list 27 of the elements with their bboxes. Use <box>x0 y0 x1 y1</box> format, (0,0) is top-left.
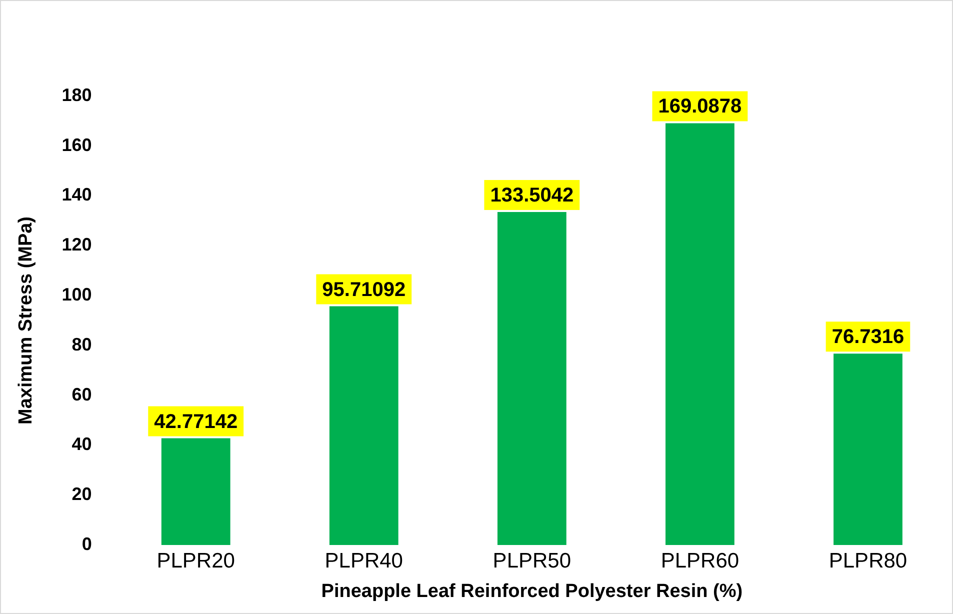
y-tick-label: 80 <box>72 334 92 354</box>
x-tick-label: PLPR50 <box>492 549 572 572</box>
y-tick-label: 160 <box>62 134 92 155</box>
x-tick-label: PLPR20 <box>156 549 235 572</box>
data-label: 42.77142 <box>154 410 238 433</box>
x-tick-label: PLPR80 <box>828 549 908 572</box>
x-tick-label: PLPR40 <box>324 549 403 572</box>
y-tick-label: 140 <box>62 184 92 205</box>
x-axis-title: Pineapple Leaf Reinforced Polyester Resin (%) <box>321 580 743 602</box>
y-tick-label: 100 <box>62 284 92 305</box>
data-label: 76.7316 <box>832 326 904 348</box>
bar <box>666 123 734 545</box>
y-tick-label: 40 <box>72 434 92 454</box>
bar <box>497 212 566 545</box>
bar <box>329 306 398 545</box>
data-label: 133.5042 <box>490 184 574 206</box>
bar <box>161 438 230 545</box>
data-label: 95.71092 <box>322 278 406 301</box>
x-tick-label: PLPR60 <box>660 549 740 572</box>
y-tick-label: 20 <box>72 484 92 504</box>
y-tick-label: 120 <box>62 234 92 255</box>
bar <box>834 354 902 545</box>
y-axis-title: Maximum Stress (MPa) <box>16 216 37 425</box>
y-tick-label: 180 <box>62 84 92 105</box>
y-tick-label: 0 <box>82 534 92 554</box>
data-label: 169.0878 <box>658 96 742 118</box>
y-tick-label: 60 <box>72 384 92 404</box>
